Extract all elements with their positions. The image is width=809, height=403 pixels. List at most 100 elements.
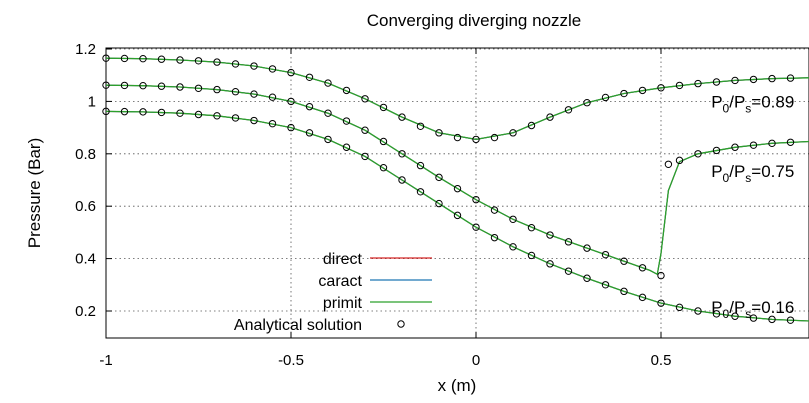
analytical-point bbox=[231, 88, 240, 96]
analytical-point bbox=[231, 60, 240, 68]
curve-label-text: P bbox=[711, 298, 722, 317]
analytical-point bbox=[675, 303, 684, 312]
analytical-point bbox=[638, 264, 647, 272]
analytical-point bbox=[416, 188, 425, 196]
analytical-point bbox=[176, 56, 184, 64]
analytical-point bbox=[324, 109, 332, 117]
analytical-point bbox=[786, 138, 795, 146]
analytical-point bbox=[731, 76, 739, 85]
legend-label: direct bbox=[323, 251, 363, 268]
analytical-point bbox=[638, 293, 647, 302]
analytical-point bbox=[694, 79, 702, 88]
x-tick-label: -1 bbox=[99, 352, 112, 369]
curve-label-subscript: 0 bbox=[723, 307, 730, 321]
analytical-point bbox=[546, 231, 554, 239]
analytical-point bbox=[324, 135, 332, 144]
x-tick-label: 0 bbox=[472, 352, 480, 369]
analytical-point bbox=[416, 122, 425, 130]
curve-label-subscript: s bbox=[745, 101, 751, 115]
analytical-point bbox=[731, 312, 739, 320]
analytical-point bbox=[657, 271, 665, 280]
analytical-point bbox=[120, 54, 129, 63]
curve-label-text: P bbox=[711, 92, 722, 111]
analytical-point bbox=[157, 55, 166, 63]
series-line-2-0 bbox=[105, 110, 809, 322]
curve-label-text: /P bbox=[729, 162, 745, 181]
analytical-point bbox=[361, 126, 369, 134]
analytical-point bbox=[472, 195, 480, 204]
analytical-point bbox=[120, 81, 129, 90]
x-tick-label: -0.5 bbox=[278, 352, 304, 369]
curve-label-subscript: 0 bbox=[723, 171, 730, 185]
analytical-point bbox=[664, 160, 673, 168]
analytical-point bbox=[268, 65, 277, 73]
analytical-point bbox=[657, 84, 665, 92]
analytical-point bbox=[379, 163, 388, 172]
analytical-point bbox=[546, 113, 554, 121]
analytical-point bbox=[712, 146, 721, 155]
x-tick-label: 0.5 bbox=[651, 352, 672, 369]
analytical-point bbox=[527, 251, 536, 260]
analytical-point bbox=[527, 121, 536, 130]
analytical-point bbox=[472, 223, 480, 231]
analytical-point bbox=[509, 215, 517, 224]
analytical-point bbox=[694, 150, 702, 158]
analytical-point bbox=[786, 74, 795, 82]
curve-label: P0/Ps=0.16 bbox=[711, 298, 794, 321]
analytical-point bbox=[342, 86, 351, 95]
analytical-point bbox=[509, 129, 517, 137]
analytical-point bbox=[564, 106, 573, 114]
y-tick-label: 1.2 bbox=[75, 41, 96, 58]
analytical-point bbox=[509, 243, 517, 251]
analytical-point bbox=[361, 95, 369, 103]
analytical-point bbox=[657, 299, 665, 307]
plot-frame bbox=[105, 47, 809, 339]
analytical-point bbox=[250, 62, 258, 70]
analytical-point bbox=[786, 316, 795, 324]
analytical-point bbox=[564, 238, 573, 246]
analytical-point bbox=[361, 152, 369, 161]
analytical-point bbox=[453, 211, 462, 220]
analytical-point bbox=[749, 75, 758, 84]
analytical-point bbox=[342, 143, 351, 151]
curve-label-text: =0.89 bbox=[751, 92, 794, 111]
y-tick-label: 0.6 bbox=[75, 198, 96, 215]
analytical-point bbox=[472, 135, 480, 144]
analytical-point bbox=[194, 110, 203, 119]
analytical-point bbox=[250, 90, 258, 98]
y-tick-label: 0.2 bbox=[75, 303, 96, 320]
analytical-point bbox=[583, 99, 591, 107]
series-line-2-2 bbox=[105, 110, 809, 322]
analytical-point bbox=[527, 223, 536, 232]
analytical-point bbox=[731, 143, 739, 151]
analytical-point bbox=[620, 287, 628, 296]
analytical-point bbox=[435, 199, 443, 208]
analytical-point bbox=[583, 244, 591, 252]
analytical-point bbox=[102, 107, 110, 116]
analytical-point bbox=[268, 93, 277, 101]
analytical-point bbox=[157, 108, 166, 117]
analytical-point bbox=[435, 129, 443, 137]
analytical-point bbox=[139, 108, 147, 116]
analytical-point bbox=[601, 93, 610, 102]
analytical-point bbox=[139, 54, 147, 63]
series-line-2-1 bbox=[105, 110, 809, 322]
analytical-point bbox=[120, 107, 129, 116]
analytical-point bbox=[176, 109, 184, 117]
chart-title: Converging diverging nozzle bbox=[367, 11, 582, 30]
series-line-1-0 bbox=[105, 84, 809, 276]
series-line-0-0 bbox=[105, 57, 809, 140]
x-axis-title: x (m) bbox=[438, 376, 477, 395]
analytical-point bbox=[768, 139, 776, 148]
series-line-1-1 bbox=[105, 84, 809, 276]
analytical-point bbox=[268, 119, 277, 128]
analytical-point bbox=[379, 103, 388, 112]
analytical-point bbox=[176, 83, 184, 91]
analytical-point bbox=[490, 206, 499, 214]
analytical-point bbox=[712, 78, 721, 86]
analytical-point bbox=[712, 310, 721, 318]
curve-label-subscript: s bbox=[745, 171, 751, 185]
y-tick-label: 1 bbox=[88, 93, 96, 110]
analytical-point bbox=[342, 117, 351, 125]
